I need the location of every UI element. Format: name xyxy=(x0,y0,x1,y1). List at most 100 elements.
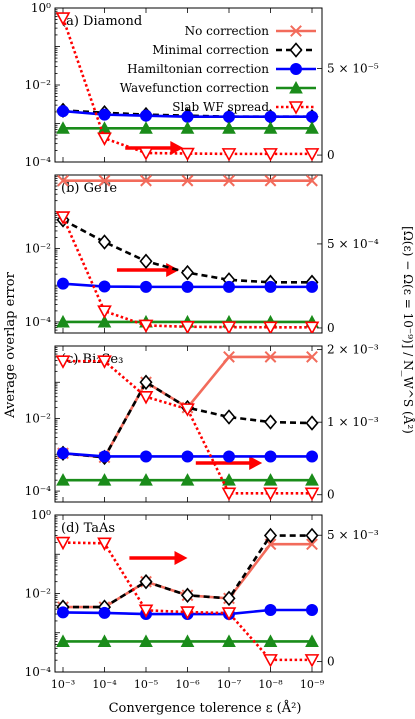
data-point-wavefunction-correction xyxy=(139,121,153,134)
y-tick-label-right: 0 xyxy=(327,321,335,335)
data-point-minimal-correction xyxy=(139,374,153,391)
data-point-hamiltonian-correction xyxy=(223,450,235,463)
data-point-hamiltonian-correction xyxy=(57,447,69,460)
data-point-slab-wf-spread xyxy=(55,536,71,551)
data-point-minimal-correction xyxy=(180,264,195,281)
data-point-minimal-correction xyxy=(222,590,236,607)
y-tick-label-left: 10⁻⁴ xyxy=(25,484,52,498)
data-point-slab-wf-spread xyxy=(304,321,320,333)
data-point-hamiltonian-correction xyxy=(181,280,194,293)
y-tick-label-right: 5 × 10⁻⁴ xyxy=(327,237,379,251)
legend-marker-no-correction xyxy=(290,25,302,37)
y-tick-label-left: 10⁻⁴ xyxy=(25,315,52,329)
data-point-slab-wf-spread xyxy=(304,654,320,668)
y-axis-label-right: [Ω(ε) − Ω(ε = 10⁻⁹)] / N_W^S (Å²) xyxy=(401,226,415,434)
data-point-slab-wf-spread xyxy=(304,148,320,162)
y-tick-label-right: 0 xyxy=(327,148,335,162)
series-hamiltonian-correction xyxy=(57,447,318,463)
data-point-wavefunction-correction xyxy=(180,634,195,647)
series-slab-wf-spread xyxy=(55,12,320,162)
data-point-no-correction xyxy=(306,538,318,551)
data-point-minimal-correction xyxy=(305,415,319,431)
data-point-minimal-correction xyxy=(263,414,278,430)
data-point-hamiltonian-correction xyxy=(98,280,111,293)
x-tick-label: 10⁻⁹ xyxy=(300,678,325,691)
panel-title: (d) TaAs xyxy=(61,521,115,536)
y-tick-label-left: 10⁻² xyxy=(25,241,52,255)
data-point-slab-wf-spread xyxy=(263,148,278,162)
x-tick-label: 10⁻⁴ xyxy=(92,678,117,691)
data-point-hamiltonian-correction xyxy=(264,603,277,616)
data-point-hamiltonian-correction xyxy=(264,450,277,463)
data-point-wavefunction-correction xyxy=(97,473,112,486)
series-slab-wf-spread xyxy=(55,536,320,668)
data-point-hamiltonian-correction xyxy=(98,450,111,463)
x-tick-label: 10⁻⁶ xyxy=(175,678,200,691)
data-point-wavefunction-correction xyxy=(305,634,319,647)
data-point-slab-wf-spread xyxy=(221,321,237,333)
data-point-hamiltonian-correction xyxy=(264,280,277,293)
legend-marker-wavefunction-correction xyxy=(289,80,303,94)
legend-marker-hamiltonian-correction xyxy=(290,63,302,75)
y-tick-label-left: 10⁰ xyxy=(31,1,51,15)
data-point-hamiltonian-correction xyxy=(306,280,318,293)
data-point-minimal-correction xyxy=(263,527,278,544)
data-point-slab-wf-spread xyxy=(263,321,278,333)
data-point-wavefunction-correction xyxy=(56,314,70,328)
data-point-wavefunction-correction xyxy=(97,314,112,328)
data-point-no-correction xyxy=(264,175,277,187)
y-tick-label-right: 0 xyxy=(327,488,335,502)
data-point-slab-wf-spread xyxy=(263,487,278,501)
data-point-slab-wf-spread xyxy=(55,12,71,26)
data-point-wavefunction-correction xyxy=(56,634,70,647)
data-point-slab-wf-spread xyxy=(138,390,154,405)
direction-arrow-head xyxy=(170,141,184,155)
panel-title: (c) Bi₂Se₃ xyxy=(61,352,123,367)
data-point-minimal-correction xyxy=(139,253,153,269)
x-tick-label: 10⁻³ xyxy=(51,678,75,691)
legend-label: Wavefunction correction xyxy=(120,81,269,95)
x-tick-label: 10⁻⁵ xyxy=(134,678,158,691)
y-tick-label-left: 10⁻² xyxy=(25,587,52,601)
data-point-wavefunction-correction xyxy=(139,634,153,647)
y-tick-label-right: 5 × 10⁻³ xyxy=(327,528,379,542)
data-point-slab-wf-spread xyxy=(221,607,237,621)
series-hamiltonian-correction xyxy=(57,277,318,293)
series-minimal-correction xyxy=(56,527,319,615)
data-point-slab-wf-spread xyxy=(138,604,154,618)
data-point-minimal-correction xyxy=(222,409,236,425)
data-point-wavefunction-correction xyxy=(222,121,236,134)
y-tick-label-left: 10⁰ xyxy=(31,508,51,522)
direction-arrow-head xyxy=(166,263,180,277)
panel-title: (a) Diamond xyxy=(61,14,142,29)
data-point-wavefunction-correction xyxy=(222,634,236,647)
data-point-minimal-correction xyxy=(139,573,153,590)
y-tick-label-left: 10⁻² xyxy=(25,78,52,92)
data-point-hamiltonian-correction xyxy=(98,606,111,619)
panel-2: 10⁻⁴ 10⁻² 0 5 × 10⁻⁴ (b) GeTe xyxy=(25,174,379,335)
x-axis-label: Convergence tolerence ε (Å²) xyxy=(109,700,302,716)
data-point-slab-wf-spread xyxy=(180,403,195,417)
direction-arrow-head xyxy=(249,456,263,470)
data-point-minimal-correction xyxy=(97,234,112,250)
data-point-hamiltonian-correction xyxy=(223,280,235,293)
data-point-slab-wf-spread xyxy=(138,319,154,333)
data-point-hamiltonian-correction xyxy=(57,277,69,290)
data-point-no-correction xyxy=(98,175,111,187)
data-point-no-correction xyxy=(181,175,194,187)
data-point-hamiltonian-correction xyxy=(140,109,152,122)
data-point-slab-wf-spread xyxy=(97,537,112,551)
data-point-wavefunction-correction xyxy=(56,473,70,486)
panel-title: (b) GeTe xyxy=(61,181,117,196)
data-point-hamiltonian-correction xyxy=(140,280,152,293)
data-point-hamiltonian-correction xyxy=(140,450,152,463)
legend-marker-minimal-correction xyxy=(289,42,303,58)
data-point-slab-wf-spread xyxy=(55,355,71,369)
series-wavefunction-correction xyxy=(56,473,319,486)
legend-label: Minimal correction xyxy=(152,43,269,57)
data-point-minimal-correction xyxy=(180,587,195,604)
data-point-wavefunction-correction xyxy=(180,121,195,134)
